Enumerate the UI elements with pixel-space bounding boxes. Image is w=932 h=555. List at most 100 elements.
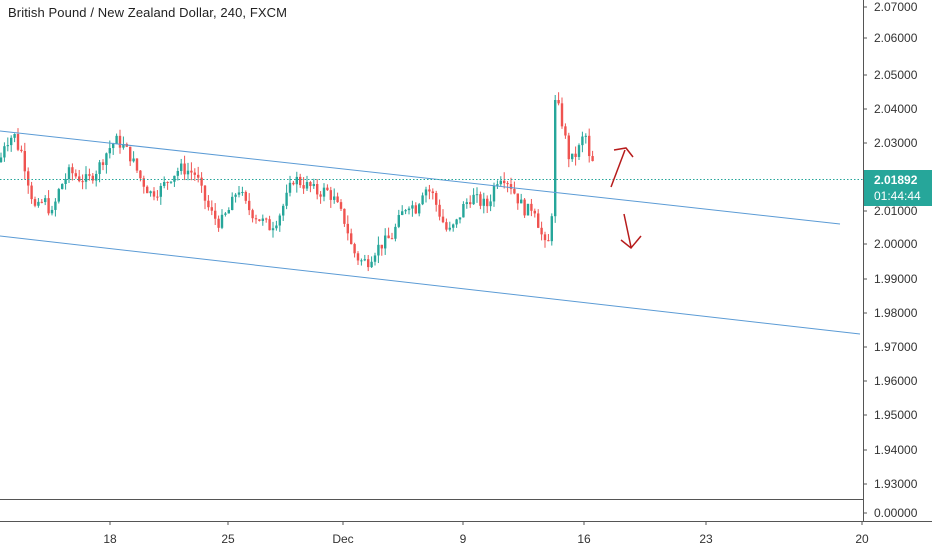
candle-body bbox=[448, 227, 451, 230]
candle-body bbox=[112, 143, 115, 149]
x-tick-label: 20 bbox=[855, 532, 869, 546]
chart-title: British Pound / New Zealand Dollar, 240,… bbox=[8, 5, 288, 20]
candle-body bbox=[217, 218, 220, 228]
candle-body bbox=[564, 126, 567, 136]
candle-body bbox=[47, 198, 50, 214]
candle-body bbox=[312, 184, 315, 187]
candle-body bbox=[271, 228, 275, 231]
candle-body bbox=[499, 180, 502, 185]
candle-body bbox=[295, 176, 298, 185]
candle-body bbox=[346, 223, 349, 234]
candle-body bbox=[6, 145, 9, 147]
candle-body bbox=[387, 235, 390, 239]
candle-body bbox=[489, 201, 492, 207]
candle-body bbox=[16, 134, 20, 150]
candle-body bbox=[543, 234, 547, 241]
candle-body bbox=[88, 174, 91, 176]
candle-body bbox=[10, 137, 13, 146]
candle-body bbox=[404, 210, 407, 212]
candle-body bbox=[353, 244, 356, 254]
candle-body bbox=[506, 183, 509, 185]
candle-body bbox=[567, 135, 570, 160]
candle-body bbox=[115, 135, 118, 144]
candle-body bbox=[149, 191, 152, 194]
candle-body bbox=[526, 203, 530, 216]
candle-body bbox=[101, 162, 105, 166]
candle-body bbox=[401, 211, 404, 216]
candle-body bbox=[475, 194, 479, 196]
candle-body bbox=[435, 193, 438, 205]
candle-body bbox=[424, 189, 428, 196]
y-tick-label: 1.97000 bbox=[874, 340, 918, 354]
candle-body bbox=[190, 170, 193, 173]
x-tick-label: Dec bbox=[332, 532, 353, 546]
candle-body bbox=[64, 179, 67, 185]
candle-body bbox=[84, 174, 88, 182]
candle-body bbox=[479, 194, 482, 206]
candle-body bbox=[122, 144, 125, 148]
candle-body bbox=[244, 191, 247, 201]
candle-body bbox=[462, 204, 465, 218]
candle-body bbox=[472, 194, 475, 205]
candle-body bbox=[588, 135, 591, 157]
candle-body bbox=[20, 149, 23, 152]
y-tick-label: 2.04000 bbox=[874, 102, 918, 116]
candle-body bbox=[397, 215, 400, 227]
candle-body bbox=[418, 204, 421, 214]
candle-body bbox=[78, 176, 81, 182]
candle-body bbox=[268, 219, 271, 231]
candle-body bbox=[241, 191, 244, 193]
candle-body bbox=[336, 196, 339, 203]
candle-body bbox=[560, 103, 564, 127]
candle-body bbox=[33, 199, 37, 206]
y-tick-label: 2.06000 bbox=[874, 31, 918, 45]
y-tick-label: 1.98000 bbox=[874, 306, 918, 320]
candle-body bbox=[285, 192, 288, 206]
last-price-box bbox=[864, 170, 932, 206]
candle-body bbox=[584, 135, 587, 137]
candle-body bbox=[581, 136, 584, 146]
candle-body bbox=[186, 170, 190, 175]
y-tick-label: 1.99000 bbox=[874, 272, 918, 286]
candle-body bbox=[159, 185, 162, 197]
candle-body bbox=[333, 196, 336, 200]
candle-body bbox=[13, 134, 16, 138]
candle-body bbox=[458, 217, 462, 220]
countdown-label: 01:44:44 bbox=[874, 189, 921, 203]
y-tick-label: 1.96000 bbox=[874, 374, 918, 388]
candle-body bbox=[407, 208, 411, 211]
drawings-layer bbox=[0, 130, 863, 335]
candle-body bbox=[248, 200, 251, 211]
candle-body bbox=[139, 170, 142, 179]
candle-body bbox=[203, 185, 207, 201]
candle-body bbox=[486, 198, 489, 207]
candle-body bbox=[282, 205, 285, 216]
candle-body bbox=[547, 240, 550, 242]
candle-body bbox=[469, 202, 472, 205]
candle-body bbox=[302, 185, 305, 189]
candle-body bbox=[173, 175, 176, 182]
candle-body bbox=[509, 184, 513, 189]
candle-body bbox=[380, 244, 383, 249]
candle-body bbox=[146, 186, 149, 194]
candle-body bbox=[234, 194, 237, 197]
candle-body bbox=[129, 146, 132, 162]
y-tick-label: 1.94000 bbox=[874, 443, 918, 457]
candle-body bbox=[288, 182, 292, 193]
y-tick-label: 2.07000 bbox=[874, 0, 918, 14]
candle-body bbox=[520, 199, 523, 204]
candle-body bbox=[571, 153, 574, 160]
candle-body bbox=[343, 208, 346, 224]
candle-body bbox=[237, 192, 241, 195]
candle-body bbox=[57, 189, 60, 202]
candle-body bbox=[591, 156, 594, 162]
candle-body bbox=[503, 180, 506, 184]
channel-upper-line bbox=[0, 130, 841, 225]
candle-body bbox=[27, 171, 30, 186]
candle-body bbox=[156, 196, 159, 198]
candle-body bbox=[533, 210, 536, 214]
candle-body bbox=[530, 203, 533, 211]
